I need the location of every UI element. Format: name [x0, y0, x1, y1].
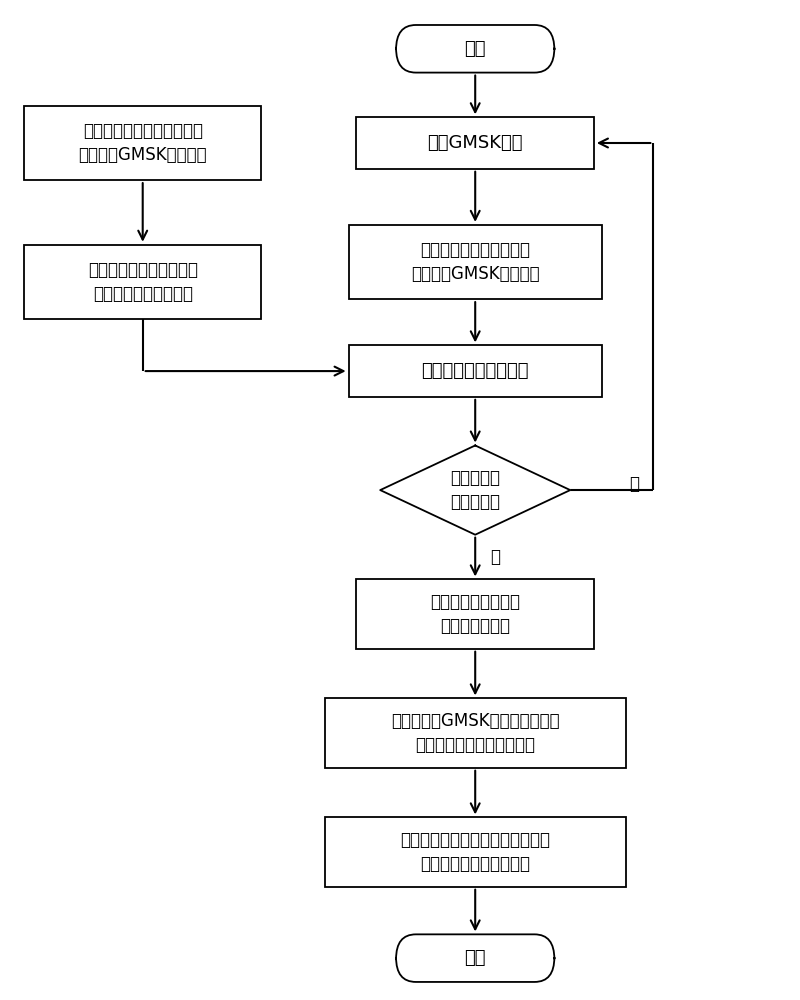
FancyBboxPatch shape [24, 245, 262, 319]
Text: 开始: 开始 [465, 40, 486, 58]
FancyBboxPatch shape [396, 934, 554, 982]
FancyBboxPatch shape [349, 345, 602, 397]
FancyBboxPatch shape [325, 817, 626, 887]
Polygon shape [380, 445, 570, 535]
Text: 是否超过预
设的门限？: 是否超过预 设的门限？ [450, 469, 500, 511]
Text: 否: 否 [630, 475, 639, 493]
FancyBboxPatch shape [349, 225, 602, 299]
FancyBboxPatch shape [325, 698, 626, 768]
Text: 差分运算，得到与突发类
型对应的本地参考信号: 差分运算，得到与突发类 型对应的本地参考信号 [88, 261, 198, 303]
Text: 差分运算，得到与突发类
型对应的GMSK差分信号: 差分运算，得到与突发类 型对应的GMSK差分信号 [411, 241, 539, 283]
Text: 是: 是 [490, 548, 500, 566]
FancyBboxPatch shape [357, 579, 594, 649]
Text: 求向量空间余弦相似度: 求向量空间余弦相似度 [422, 362, 529, 380]
FancyBboxPatch shape [24, 106, 262, 180]
Text: 判断突发类型并得到
备选的同步位置: 判断突发类型并得到 备选的同步位置 [430, 593, 520, 635]
Text: 等待预设的GMSK数据接收时间，
得到若干个备选的同步位置: 等待预设的GMSK数据接收时间， 得到若干个备选的同步位置 [391, 712, 559, 754]
Text: 用预设数种突发类型的训练
序列生成GMSK调制信号: 用预设数种突发类型的训练 序列生成GMSK调制信号 [78, 122, 207, 164]
FancyBboxPatch shape [357, 117, 594, 169]
Text: 选择其中向量空间余弦相似度最大
的同步位置进行系统同步: 选择其中向量空间余弦相似度最大 的同步位置进行系统同步 [400, 831, 550, 873]
Text: 接收GMSK数据: 接收GMSK数据 [427, 134, 523, 152]
Text: 结束: 结束 [465, 949, 486, 967]
FancyBboxPatch shape [396, 25, 554, 73]
